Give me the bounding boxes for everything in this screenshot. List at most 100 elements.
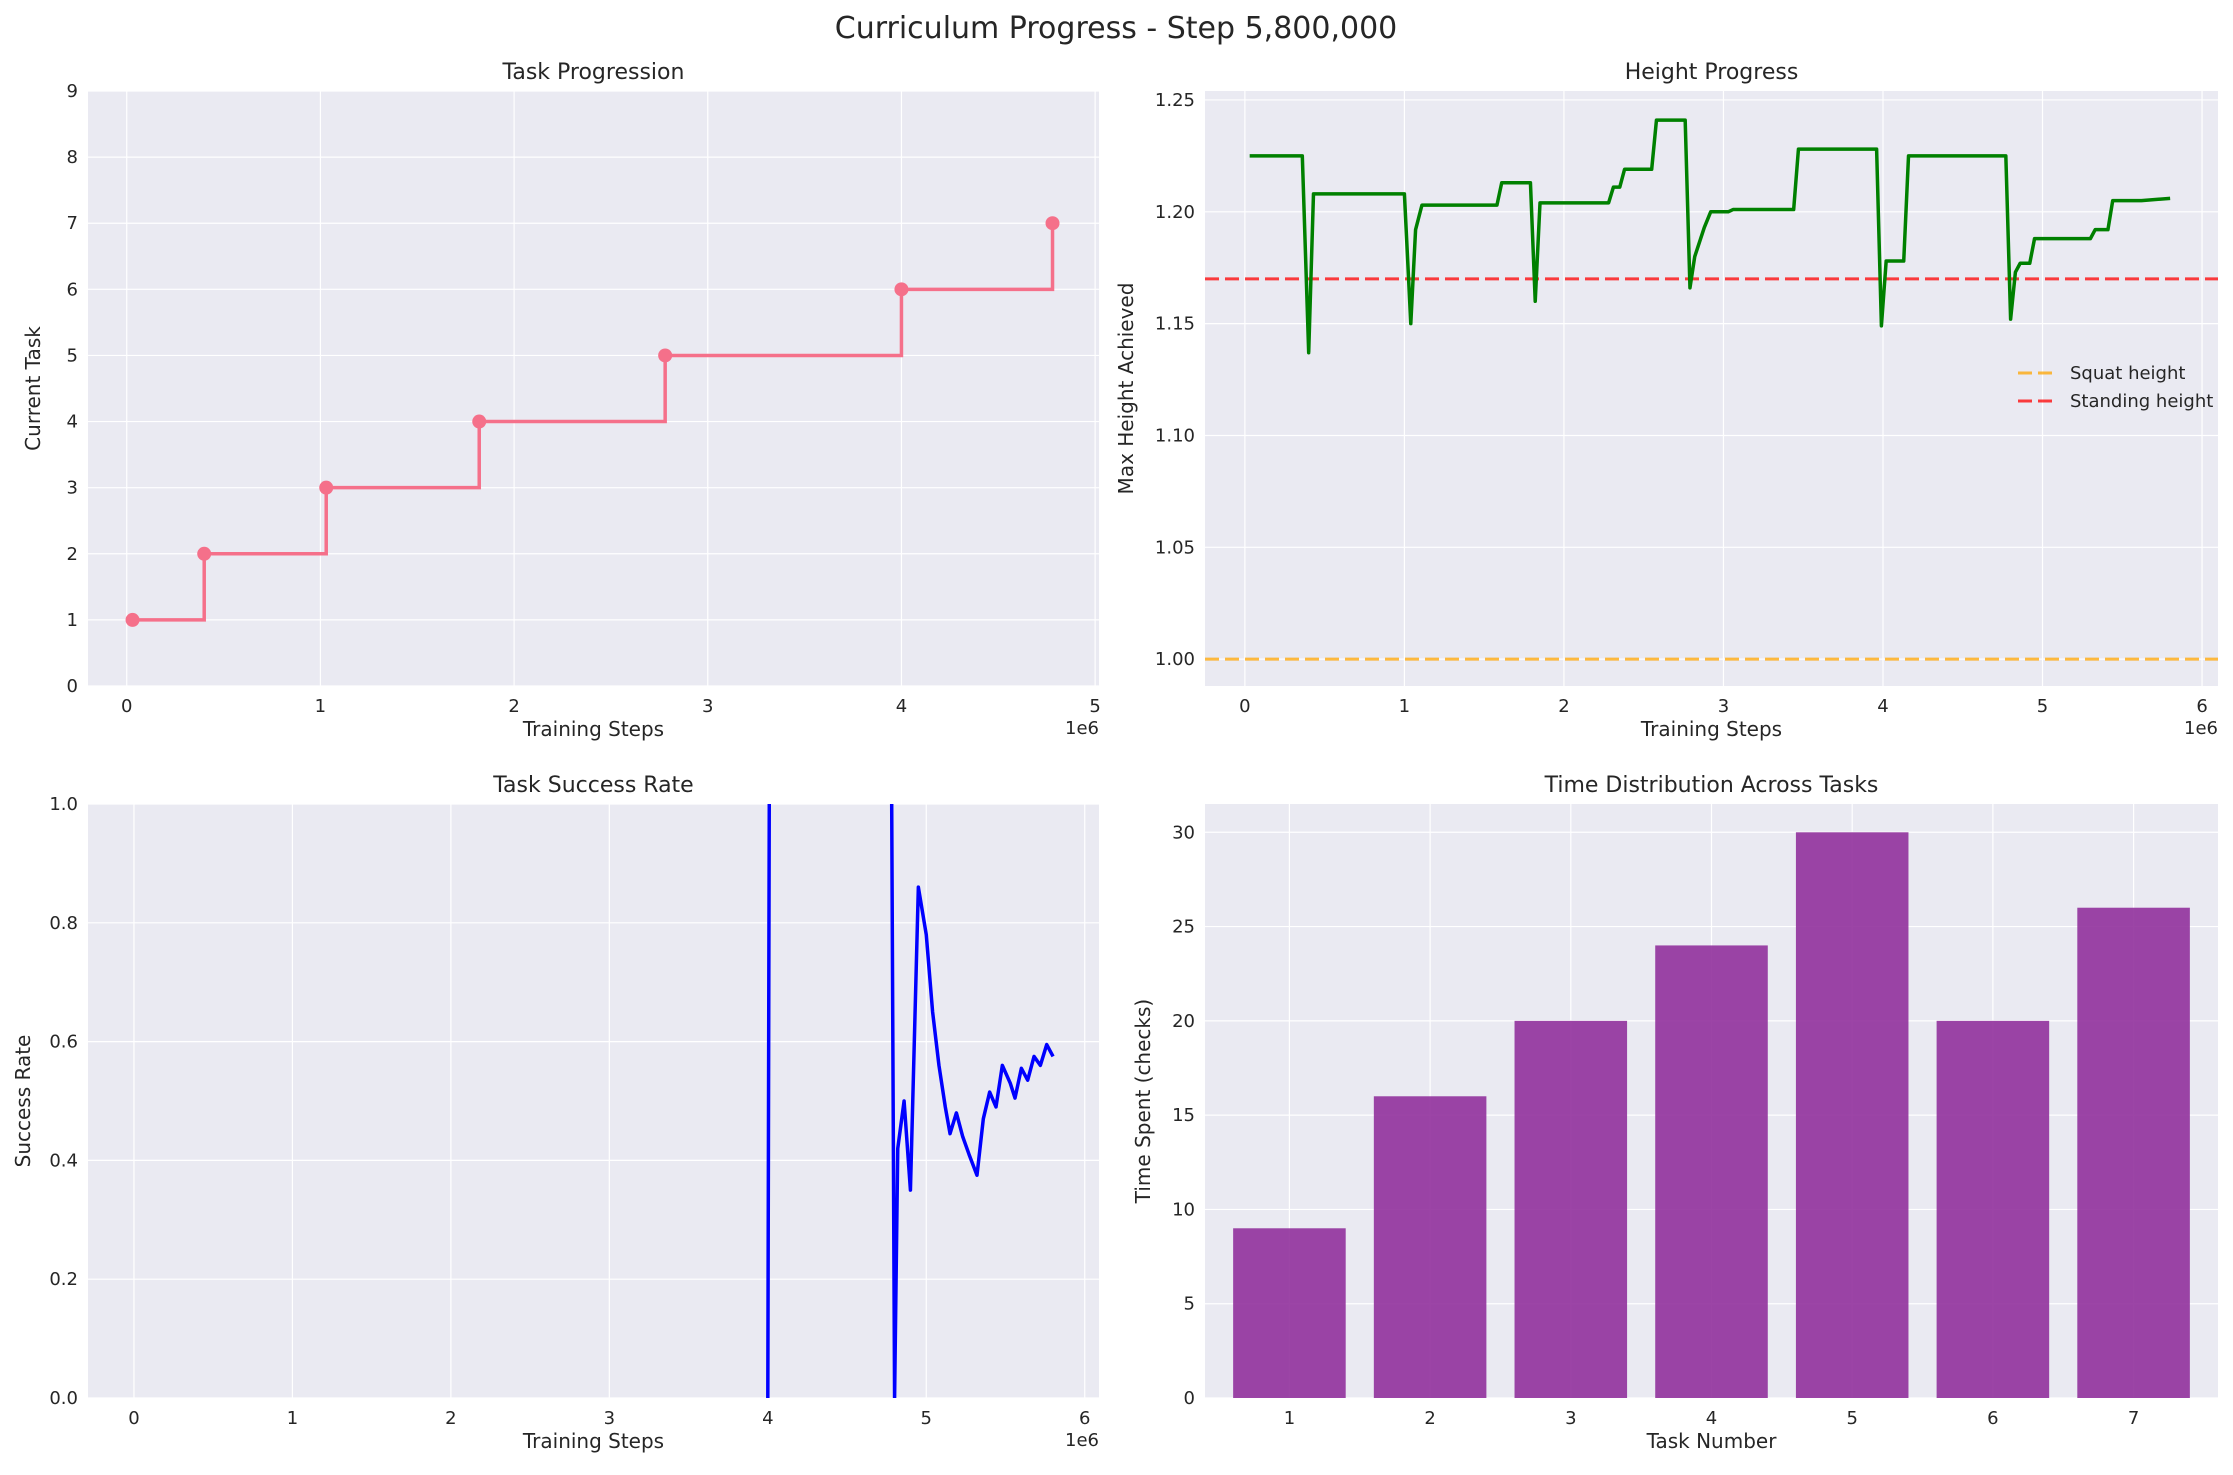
bar — [1655, 945, 1768, 1398]
x-tick-label: 4 — [762, 1408, 773, 1429]
x-tick-label: 2 — [445, 1408, 456, 1429]
y-tick-label: 9 — [67, 81, 78, 102]
x-tick-label: 0 — [1239, 696, 1250, 717]
x-tick-label: 0 — [128, 1408, 139, 1429]
x-tick-label: 5 — [1089, 696, 1100, 717]
y-tick-label: 5 — [1184, 1294, 1195, 1315]
y-tick-label: 1.15 — [1155, 314, 1195, 335]
bar — [2077, 907, 2190, 1398]
y-tick-label: 0.8 — [49, 913, 78, 934]
x-tick-label: 7 — [2128, 1408, 2139, 1429]
x-tick-label: 1 — [1284, 1408, 1295, 1429]
y-tick-label: 1.10 — [1155, 425, 1195, 446]
y-tick-label: 1.00 — [1155, 649, 1195, 670]
task-marker — [472, 414, 487, 429]
y-axis-label: Current Task — [21, 326, 45, 451]
chart-title: Time Distribution Across Tasks — [1544, 773, 1879, 798]
y-tick-label: 4 — [67, 412, 78, 433]
y-tick-label: 15 — [1172, 1105, 1195, 1126]
y-tick-label: 5 — [67, 345, 78, 366]
y-tick-label: 7 — [67, 213, 78, 234]
bar — [1233, 1228, 1346, 1398]
x-tick-label: 1 — [1399, 696, 1410, 717]
y-tick-label: 1.20 — [1155, 202, 1195, 223]
plot-area — [88, 804, 1099, 1398]
x-axis-label: Training Steps — [522, 1429, 664, 1453]
y-tick-label: 0.6 — [49, 1032, 78, 1053]
x-tick-label: 5 — [1846, 1408, 1857, 1429]
y-tick-label: 30 — [1172, 822, 1195, 843]
x-tick-label: 2 — [1424, 1408, 1435, 1429]
x-offset-label: 1e6 — [2184, 718, 2218, 739]
y-tick-label: 0.2 — [49, 1269, 78, 1290]
x-axis-label: Task Number — [1646, 1429, 1778, 1453]
x-tick-label: 5 — [2037, 696, 2048, 717]
x-tick-label: 3 — [1718, 696, 1729, 717]
x-tick-label: 4 — [896, 696, 907, 717]
x-tick-label: 1 — [287, 1408, 298, 1429]
x-axis-label: Training Steps — [522, 717, 664, 741]
y-tick-label: 1 — [67, 610, 78, 631]
task-marker — [658, 348, 673, 363]
legend: Squat height Standing height — [2018, 363, 2213, 412]
y-tick-label: 1.25 — [1155, 90, 1195, 111]
x-tick-label: 0 — [121, 696, 132, 717]
x-axis-label: Training Steps — [1640, 717, 1782, 741]
x-tick-label: 5 — [921, 1408, 932, 1429]
plot-area — [88, 91, 1099, 686]
x-tick-label: 4 — [1706, 1408, 1717, 1429]
max-height-line — [1249, 118, 2171, 355]
chart-title: Task Success Rate — [492, 773, 693, 798]
task-marker — [1045, 216, 1060, 231]
y-tick-label: 3 — [67, 478, 78, 499]
time-distribution-chart: 1 2 3 4 5 6 7 0 5 10 15 20 25 30 Time Distribution Acr… — [1131, 773, 2218, 1453]
x-tick-label: 6 — [1987, 1408, 1998, 1429]
y-tick-label: 2 — [67, 544, 78, 565]
x-tick-label: 6 — [1079, 1408, 1090, 1429]
y-axis-label: Time Spent (checks) — [1131, 999, 1155, 1204]
plot-area — [1205, 91, 2218, 686]
x-tick-label: 1 — [315, 696, 326, 717]
x-tick-label: 4 — [1877, 696, 1888, 717]
y-tick-label: 20 — [1172, 1011, 1195, 1032]
chart-title: Task Progression — [502, 60, 685, 85]
y-axis-label: Max Height Achieved — [1114, 283, 1138, 495]
task-progression-chart: 0 1 2 3 4 5 0 1 2 3 4 5 6 7 8 9 Task Progression Training… — [21, 60, 1101, 741]
x-tick-label: 6 — [2196, 696, 2207, 717]
bar — [1795, 832, 1909, 1398]
x-tick-label: 3 — [1565, 1408, 1576, 1429]
y-tick-label: 8 — [67, 147, 78, 168]
task-marker — [125, 612, 140, 627]
y-tick-label: 10 — [1172, 1199, 1195, 1220]
y-tick-label: 0 — [67, 676, 78, 697]
x-offset-label: 1e6 — [1065, 718, 1099, 739]
bar — [1373, 1096, 1487, 1398]
y-tick-label: 6 — [67, 279, 78, 300]
y-tick-label: 25 — [1172, 917, 1195, 938]
bar — [1514, 1020, 1628, 1398]
x-tick-label: 3 — [702, 696, 713, 717]
chart-title: Height Progress — [1625, 60, 1799, 85]
x-tick-label: 2 — [1558, 696, 1569, 717]
figure-suptitle: Curriculum Progress - Step 5,800,000 — [835, 11, 1398, 46]
legend-label: Squat height — [2070, 363, 2185, 384]
x-offset-label: 1e6 — [1065, 1430, 1099, 1451]
task-marker — [197, 546, 212, 561]
task-success-rate-chart: 0 1 2 3 4 5 6 0.0 0.2 0.4 0.6 0.8 1.0 Task Success Ra… — [11, 773, 1099, 1453]
y-tick-label: 1.05 — [1155, 537, 1195, 558]
x-tick-label: 3 — [604, 1408, 615, 1429]
grid — [88, 803, 1099, 1399]
y-tick-label: 0.0 — [49, 1388, 78, 1409]
y-axis-label: Success Rate — [11, 1035, 35, 1168]
y-tick-label: 1.0 — [49, 794, 78, 815]
success-rate-line — [766, 804, 1055, 1398]
task-marker — [894, 282, 909, 297]
y-tick-label: 0.4 — [49, 1150, 78, 1171]
x-tick-label: 2 — [508, 696, 519, 717]
task-marker — [319, 480, 334, 495]
legend-label: Standing height — [2070, 391, 2213, 412]
height-progress-chart: 0 1 2 3 4 5 6 1.00 1.05 1.10 1.15 1.20 1.25 Height Pr… — [1114, 60, 2218, 741]
bar — [1936, 1020, 2050, 1398]
y-tick-label: 0 — [1184, 1388, 1195, 1409]
